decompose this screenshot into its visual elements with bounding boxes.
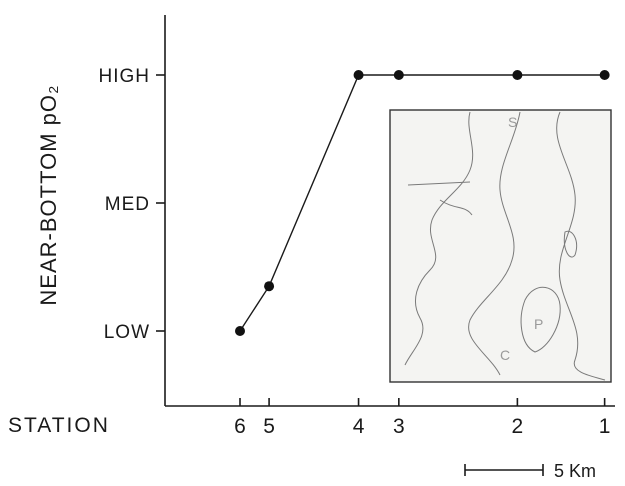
scale-bar: 5 Km <box>464 461 596 481</box>
data-points <box>235 70 610 336</box>
x-tick-label-2: 2 <box>512 415 524 438</box>
data-point-station-3 <box>393 70 404 80</box>
data-point-station-5 <box>264 281 275 292</box>
y-tick-label-high: HIGH <box>99 66 151 87</box>
data-point-station-4 <box>353 70 364 80</box>
inset-map-frame <box>389 109 612 383</box>
data-point-station-1 <box>599 70 610 80</box>
x-axis-label: STATION <box>8 414 110 437</box>
coastline-central <box>468 111 521 376</box>
data-point-station-6 <box>235 326 245 336</box>
y-tick-label-med: MED <box>105 194 150 215</box>
coastline-west <box>404 111 474 366</box>
x-tick-label-6: 6 <box>234 415 246 438</box>
x-tick-label-4: 4 <box>353 415 365 438</box>
x-tick-label-3: 3 <box>393 415 405 438</box>
map-label-s: S <box>508 114 517 130</box>
map-label-c: C <box>500 347 510 363</box>
series-line <box>239 74 605 332</box>
y-axis-label: NEAR-BOTTOM pO₂ <box>36 84 61 305</box>
y-tick-label-low: LOW <box>104 322 150 343</box>
y-ticks: LOW MED HIGH <box>99 66 165 343</box>
island-p <box>520 286 561 353</box>
coastline-east <box>556 111 606 381</box>
data-point-station-2 <box>512 70 523 80</box>
map-label-p: P <box>534 316 543 332</box>
inset-map: S P C <box>389 109 612 383</box>
inlet <box>407 181 473 216</box>
scale-bar-label: 5 Km <box>554 461 596 481</box>
x-tick-label-1: 1 <box>599 415 611 438</box>
x-tick-label-5: 5 <box>263 415 275 438</box>
island-east <box>563 230 578 258</box>
